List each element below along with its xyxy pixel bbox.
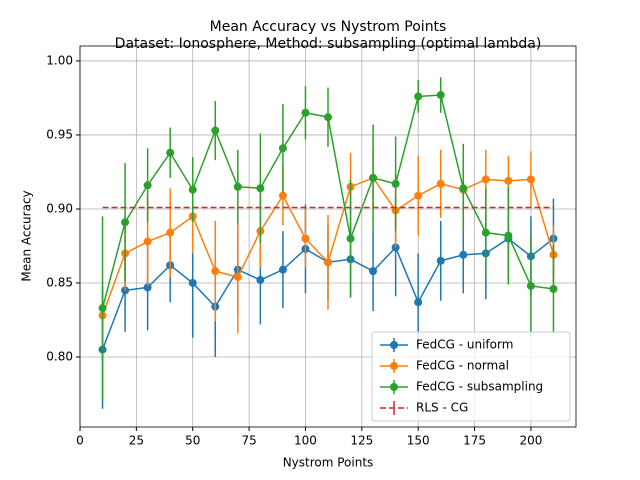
data-point (391, 179, 400, 188)
y-axis-label: Mean Accuracy (20, 190, 34, 281)
x-tick-label: 25 (129, 434, 144, 448)
data-point (346, 234, 355, 243)
data-point (301, 234, 310, 243)
x-tick-label: 100 (294, 434, 317, 448)
data-point (211, 267, 220, 276)
data-point (504, 176, 513, 185)
chart-subtitle: Dataset: Ionosphere, Method: subsampling… (115, 36, 542, 52)
y-tick-label: 0.80 (46, 349, 73, 363)
data-point (414, 298, 423, 307)
data-point (481, 228, 490, 237)
data-point (436, 179, 445, 188)
data-point (211, 126, 220, 135)
data-point (414, 92, 423, 101)
data-point (459, 184, 468, 193)
data-point (324, 113, 332, 122)
legend-marker (390, 362, 398, 370)
data-point (324, 258, 332, 267)
plot-frame (79, 45, 577, 428)
legend-marker (390, 383, 398, 391)
x-tick-label: 0 (76, 434, 84, 448)
data-point (526, 281, 535, 290)
data-point (166, 228, 175, 237)
legend-label: RLS - CG (416, 401, 468, 415)
x-tick-label: 75 (241, 434, 256, 448)
y-tick-label: 0.95 (46, 127, 73, 141)
data-point (233, 273, 242, 282)
data-point (143, 181, 152, 190)
legend: FedCG - uniform FedCG - normal FedCG - sub… (371, 331, 571, 422)
data-point (459, 250, 468, 259)
data-point (143, 237, 152, 246)
data-point (436, 256, 445, 265)
data-point (256, 276, 265, 285)
data-point (278, 191, 287, 200)
data-point (256, 184, 265, 193)
data-point (98, 304, 107, 313)
data-point (369, 173, 378, 182)
data-point (188, 185, 197, 194)
data-point (481, 175, 490, 184)
data-point (436, 90, 445, 99)
x-tick-label: 150 (407, 434, 430, 448)
x-tick-label: 175 (463, 434, 486, 448)
legend-label: FedCG - normal (416, 359, 509, 373)
x-tick-label: 125 (350, 434, 373, 448)
data-point (301, 108, 310, 117)
chart-title: Mean Accuracy vs Nystrom Points (210, 19, 447, 35)
legend-box (371, 331, 571, 422)
legend-label: FedCG - subsampling (416, 380, 543, 394)
y-tick-label: 1.00 (46, 53, 73, 67)
legend-marker (390, 341, 398, 349)
x-axis-label: Nystrom Points (283, 456, 374, 470)
data-point (549, 284, 558, 293)
y-tick-label: 0.90 (46, 201, 73, 215)
data-point (188, 278, 197, 287)
data-point (233, 182, 242, 191)
x-tick-label: 200 (519, 434, 542, 448)
data-point (143, 283, 152, 292)
y-tick-label: 0.85 (46, 275, 73, 289)
data-point (369, 267, 378, 276)
data-point (278, 265, 287, 274)
data-point (166, 148, 175, 157)
data-point (414, 191, 423, 200)
data-point (278, 144, 287, 153)
legend-label: FedCG - uniform (416, 338, 513, 352)
data-point (121, 218, 130, 227)
data-point (504, 231, 513, 240)
x-tick-label: 50 (185, 434, 200, 448)
data-point (526, 175, 535, 184)
